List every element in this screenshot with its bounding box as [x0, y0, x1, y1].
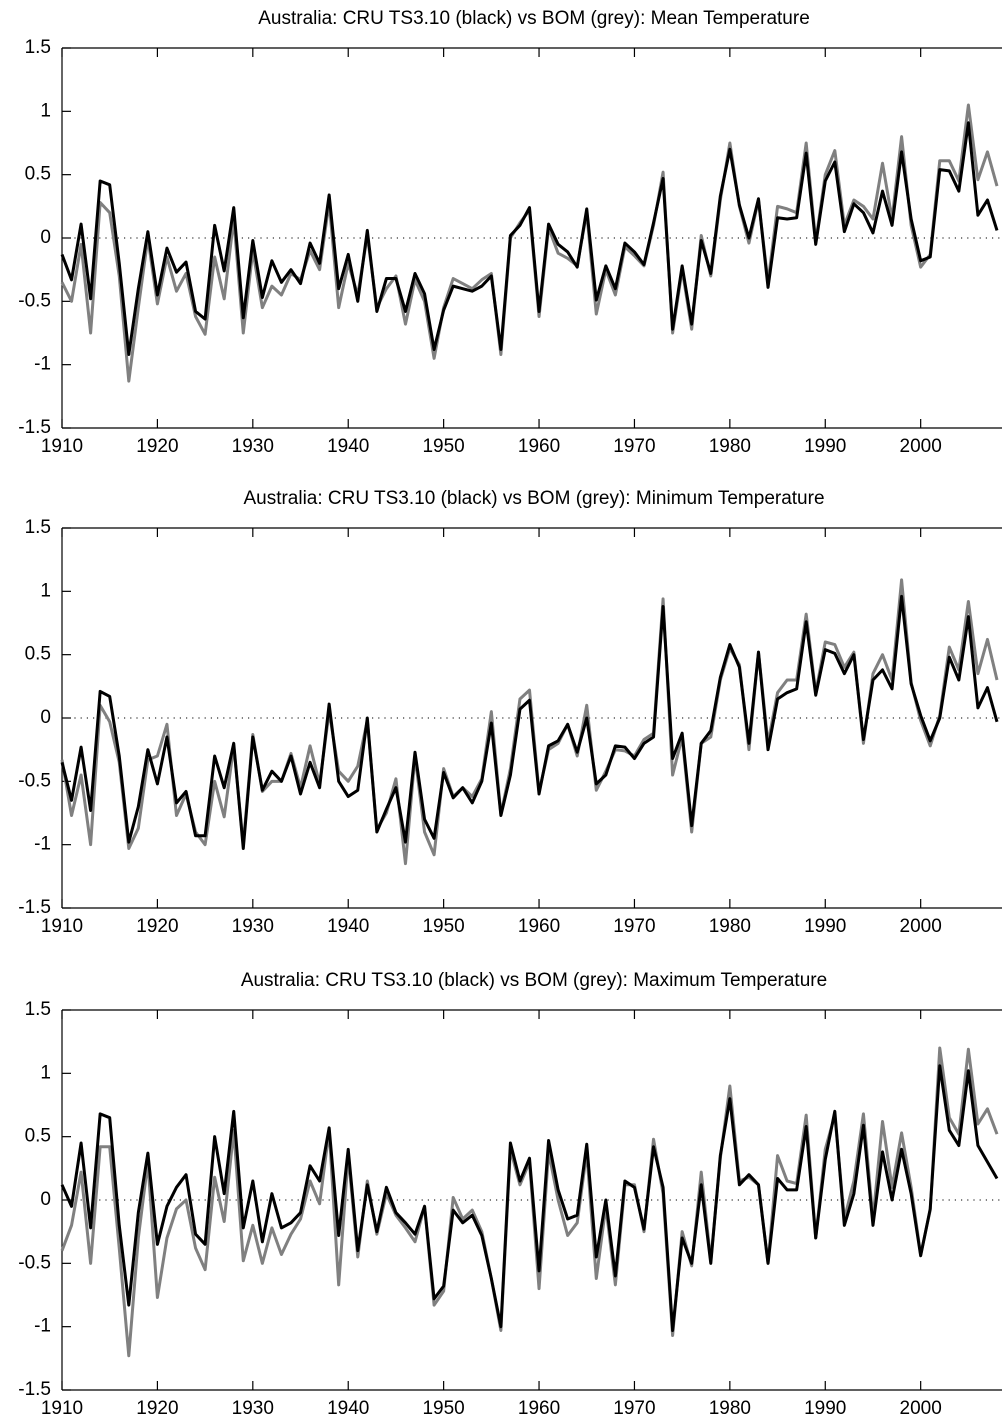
x-tick-label: 2000 — [900, 436, 942, 457]
x-tick-label: 1920 — [136, 436, 178, 457]
data-line — [60, 1064, 999, 1332]
x-tick-label: 1990 — [804, 916, 846, 937]
chart-title: Australia: CRU TS3.10 (black) vs BOM (gr… — [243, 488, 824, 509]
x-tick-label: 1940 — [327, 1398, 369, 1419]
y-tick-label: 1.5 — [25, 999, 51, 1020]
x-tick-label: 1990 — [804, 1398, 846, 1419]
x-tick-label: 1910 — [41, 1398, 83, 1419]
x-tick-label: 1930 — [232, 436, 274, 457]
data-line — [60, 594, 999, 850]
data-line — [60, 103, 999, 383]
x-tick-label: 1920 — [136, 1398, 178, 1419]
y-tick-label: 0.5 — [25, 644, 51, 665]
y-tick-label: -1 — [34, 354, 51, 375]
x-tick-label: 1980 — [709, 436, 751, 457]
y-tick-label: 0.5 — [25, 1126, 51, 1147]
y-tick-label: 0.5 — [25, 164, 51, 185]
y-tick-label: 1 — [40, 580, 51, 601]
x-tick-label: 1950 — [422, 1398, 464, 1419]
y-tick-label: -1.5 — [18, 417, 51, 438]
x-tick-label: 1950 — [422, 916, 464, 937]
x-tick-label: 1940 — [327, 436, 369, 457]
y-tick-label: 0 — [40, 707, 51, 728]
y-tick-label: -1.5 — [18, 1379, 51, 1400]
x-tick-label: 1910 — [41, 916, 83, 937]
chart-title: Australia: CRU TS3.10 (black) vs BOM (gr… — [241, 970, 827, 991]
data-line — [60, 1046, 999, 1358]
x-tick-label: 1960 — [518, 436, 560, 457]
x-tick-label: 1930 — [232, 1398, 274, 1419]
y-tick-label: -1 — [34, 1316, 51, 1337]
y-tick-label: -0.5 — [18, 290, 51, 311]
y-tick-label: -0.5 — [18, 770, 51, 791]
x-tick-label: 2000 — [900, 1398, 942, 1419]
x-tick-label: 1930 — [232, 916, 274, 937]
data-line — [60, 578, 999, 866]
y-tick-label: -0.5 — [18, 1252, 51, 1273]
x-tick-label: 1910 — [41, 436, 83, 457]
y-tick-label: 0 — [40, 1189, 51, 1210]
x-tick-label: 1970 — [613, 916, 655, 937]
x-tick-label: 1990 — [804, 436, 846, 457]
x-tick-label: 1960 — [518, 916, 560, 937]
x-tick-label: 1960 — [518, 1398, 560, 1419]
y-tick-label: 0 — [40, 227, 51, 248]
y-tick-label: 1.5 — [25, 37, 51, 58]
x-tick-label: 1970 — [613, 1398, 655, 1419]
y-tick-label: -1 — [34, 834, 51, 855]
x-tick-label: 1980 — [709, 1398, 751, 1419]
y-tick-label: -1.5 — [18, 897, 51, 918]
y-tick-label: 1 — [40, 100, 51, 121]
x-tick-label: 1970 — [613, 436, 655, 457]
x-tick-label: 1920 — [136, 916, 178, 937]
x-tick-label: 1950 — [422, 436, 464, 457]
x-tick-label: 1940 — [327, 916, 369, 937]
y-tick-label: 1 — [40, 1062, 51, 1083]
x-tick-label: 1980 — [709, 916, 751, 937]
chart-title: Australia: CRU TS3.10 (black) vs BOM (gr… — [258, 8, 810, 29]
x-tick-label: 2000 — [900, 916, 942, 937]
y-tick-label: 1.5 — [25, 517, 51, 538]
data-line — [60, 121, 999, 357]
